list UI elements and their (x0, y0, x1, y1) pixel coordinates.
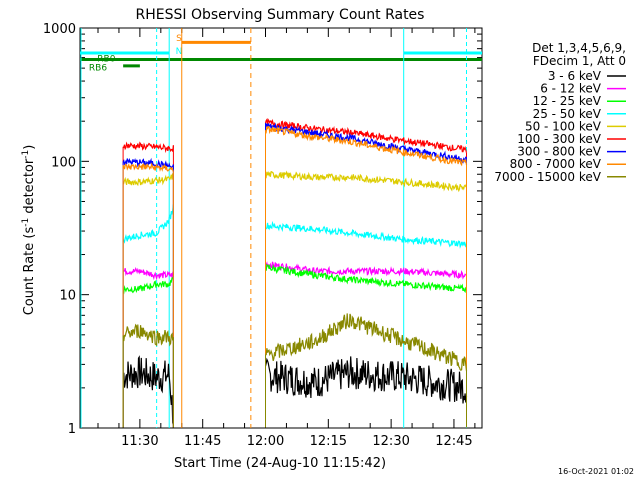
legend-label: 800 - 7000 keV (510, 157, 602, 171)
series-line (265, 263, 467, 294)
y-tick-label: 1 (68, 422, 76, 437)
series-line (264, 126, 468, 167)
chart-dynamic-layer: 1 10 100 1000 11:30 11:45 12:00 12:15 12:30 12:45… (43, 22, 626, 449)
series-line (264, 170, 467, 193)
x-tick-label: 11:30 (121, 434, 158, 449)
saa-label: S (176, 34, 182, 44)
chart-title: RHESSI Observing Summary Count Rates (136, 7, 425, 23)
legend-label: 300 - 800 keV (517, 145, 601, 159)
legend-label: 7000 - 15000 keV (494, 170, 601, 184)
y-tick-label: 100 (51, 155, 76, 170)
series-line (122, 172, 174, 187)
x-tick-label: 12:00 (247, 434, 284, 449)
y-axis-title-mid: detector (22, 158, 37, 218)
series-line (122, 141, 174, 154)
plot-area (79, 27, 483, 429)
y-axis-title-end: ) (22, 145, 37, 150)
y-axis-title-sup2: -1 (21, 150, 31, 159)
series-line (264, 261, 467, 280)
series-line (122, 276, 174, 295)
x-axis-title: Start Time (24-Aug-10 11:15:42) (174, 456, 386, 471)
series-line (122, 157, 174, 169)
series-line (265, 313, 468, 372)
legend-label: 6 - 12 keV (540, 82, 602, 96)
rbd-label: RB0 (97, 55, 115, 65)
legend-header-line-2: FDecim 1, Att 0 (533, 54, 626, 68)
series-line (122, 162, 174, 173)
legend-label: 12 - 25 keV (533, 94, 602, 108)
y-tick-label: 1000 (43, 22, 76, 37)
x-tick-label: 12:45 (435, 434, 472, 449)
y-axis-title: Count Rate (s-1 detector-1) (21, 145, 37, 316)
series-line (265, 220, 468, 249)
series-line (122, 266, 174, 281)
series-line (122, 323, 174, 347)
y-tick-label: 10 (59, 289, 76, 304)
y-axis-title-main: Count Rate (s (22, 227, 37, 316)
x-tick-label: 11:45 (184, 434, 221, 449)
y-axis-title-sup1: -1 (21, 218, 31, 227)
series-line (122, 355, 174, 426)
legend-label: 100 - 300 keV (517, 132, 601, 146)
x-tick-label: 12:15 (310, 434, 347, 449)
legend-header-line-1: Det 1,3,4,5,6,9, (532, 41, 626, 55)
timestamp-stamp: 16-Oct-2021 01:02 (558, 467, 634, 476)
legend-label: 50 - 100 keV (525, 119, 602, 133)
legend-label: 25 - 50 keV (533, 107, 602, 121)
legend-label: 3 - 6 keV (548, 69, 602, 83)
x-tick-label: 12:30 (372, 434, 409, 449)
series-line (264, 356, 468, 404)
rb6-label: RB6 (89, 64, 107, 74)
series-line (122, 204, 174, 244)
night-label: N (176, 47, 183, 57)
